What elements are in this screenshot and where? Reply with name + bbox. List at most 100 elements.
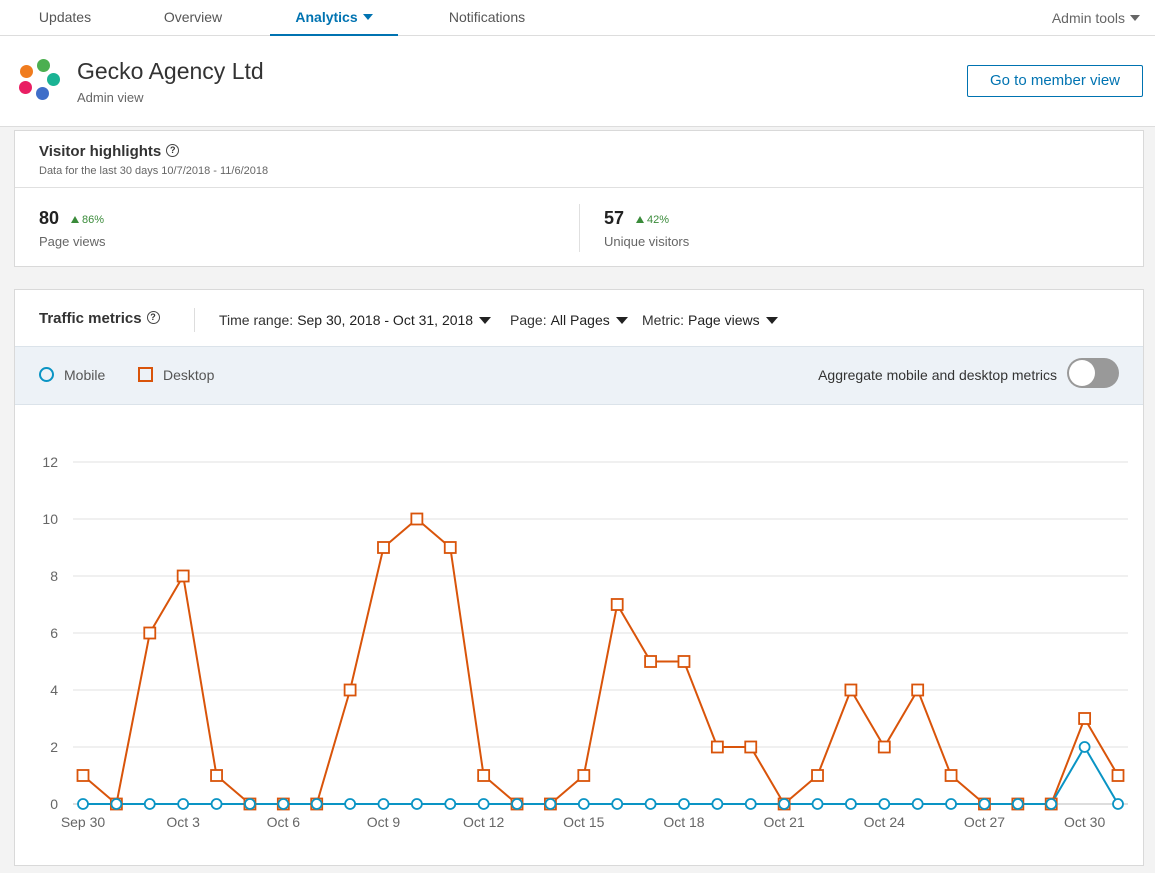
data-point-mobile	[177, 798, 190, 810]
tab-notifications[interactable]: Notifications	[448, 9, 526, 25]
square-marker-icon	[138, 366, 153, 382]
chevron-down-icon	[1130, 15, 1140, 22]
x-tick-label: Oct 18	[663, 814, 704, 830]
unique-visitors-delta-text: 42%	[647, 214, 670, 226]
x-tick-label: Oct 15	[563, 814, 604, 830]
data-point-mobile	[244, 798, 256, 810]
page-views-delta: 86%	[71, 214, 104, 226]
x-tick-label: Oct 12	[463, 814, 504, 830]
data-point-desktop	[811, 769, 824, 782]
data-point-desktop	[644, 655, 657, 668]
y-tick-label: 0	[50, 796, 58, 812]
arrow-up-icon	[71, 216, 79, 223]
data-point-mobile	[410, 798, 423, 810]
data-point-desktop	[944, 769, 958, 782]
x-tick-label: Oct 9	[367, 814, 401, 830]
page-dropdown[interactable]: Page: All Pages	[510, 312, 628, 328]
unique-visitors-value: 57	[604, 208, 625, 228]
chevron-down-icon	[615, 316, 628, 324]
visitor-highlights-title: Visitor highlights?	[39, 143, 180, 160]
data-point-mobile	[577, 798, 590, 810]
data-point-mobile	[77, 798, 89, 810]
data-point-mobile	[744, 798, 757, 810]
data-point-desktop	[343, 683, 357, 697]
company-name: Gecko Agency Ltd	[77, 58, 264, 84]
help-icon[interactable]: ?	[146, 310, 160, 324]
data-point-mobile	[945, 798, 957, 810]
x-tick-label: Oct 21	[764, 814, 805, 830]
tab-analytics-label: Analytics	[295, 9, 358, 25]
data-point-desktop	[143, 626, 157, 640]
data-point-desktop	[1111, 769, 1125, 782]
aggregate-metrics-toggle[interactable]	[1067, 358, 1119, 388]
data-point-mobile	[911, 798, 924, 810]
x-tick-label: Oct 3	[166, 814, 200, 830]
circle-marker-icon	[39, 366, 54, 382]
unique-visitors-label: Unique visitors	[604, 234, 690, 249]
data-point-desktop	[744, 740, 758, 754]
logo-dot-teal	[47, 73, 60, 86]
legend-desktop-label: Desktop	[163, 367, 215, 383]
visitor-highlights-title-text: Visitor highlights	[39, 143, 162, 160]
traffic-line-chart: 0 2 4 6 8 10 12 Sep 30 Oct 3 Oct 6 Oct 9 Oct 12 Oct …	[42, 454, 1128, 830]
admin-tools-label: Admin tools	[1051, 10, 1125, 26]
legend-mobile[interactable]: Mobile	[39, 366, 105, 384]
data-point-mobile	[210, 798, 223, 810]
data-point-desktop	[410, 512, 424, 526]
legend-desktop[interactable]: Desktop	[138, 366, 215, 384]
time-range-dropdown[interactable]: Time range: Sep 30, 2018 - Oct 31, 2018	[219, 312, 492, 328]
metric-value: Page views	[688, 312, 760, 328]
x-tick-label: Oct 6	[267, 814, 301, 830]
chevron-down-icon	[362, 14, 373, 21]
data-point-desktop	[877, 740, 891, 754]
data-point-mobile	[978, 798, 991, 810]
series-line-desktop	[82, 518, 1119, 805]
data-point-desktop	[710, 740, 724, 754]
x-tick-label: Oct 27	[964, 814, 1005, 830]
data-point-mobile	[711, 798, 724, 810]
company-header: Gecko Agency Ltd Admin view Go to member…	[0, 36, 1155, 127]
data-point-mobile	[1045, 798, 1058, 810]
page-value: All Pages	[550, 312, 610, 328]
data-point-mobile	[778, 798, 791, 810]
logo-dot-blue	[36, 87, 49, 100]
page-views-delta-text: 86%	[82, 214, 105, 226]
filter-separator	[194, 308, 195, 332]
top-navigation: Updates Overview Analytics Notifications…	[0, 0, 1155, 36]
data-point-desktop	[677, 655, 691, 668]
tab-updates[interactable]: Updates	[38, 9, 92, 25]
data-point-desktop	[443, 541, 457, 554]
data-point-mobile	[878, 798, 891, 810]
y-tick-label: 6	[50, 625, 58, 641]
data-point-mobile	[310, 798, 323, 810]
data-point-desktop	[610, 598, 624, 611]
metric-label: Metric:	[642, 312, 684, 328]
tab-overview[interactable]: Overview	[163, 9, 223, 25]
x-tick-label: Oct 24	[864, 814, 905, 830]
logo-dot-green	[37, 59, 50, 72]
data-point-mobile	[678, 798, 690, 810]
visitor-highlights-card: Visitor highlights? Data for the last 30…	[14, 130, 1144, 267]
chevron-down-icon	[479, 316, 492, 324]
traffic-metrics-title-text: Traffic metrics	[39, 310, 142, 327]
divider	[15, 187, 1143, 188]
data-point-mobile	[444, 798, 457, 810]
data-point-desktop	[377, 541, 390, 554]
go-to-member-view-button[interactable]: Go to member view	[967, 65, 1143, 97]
tab-analytics[interactable]: Analytics	[270, 0, 398, 36]
logo-dot-orange	[20, 65, 33, 78]
data-point-mobile	[277, 798, 290, 810]
metric-dropdown[interactable]: Metric: Page views	[642, 312, 778, 328]
admin-tools-menu[interactable]: Admin tools	[1052, 0, 1140, 36]
data-point-mobile	[511, 798, 523, 810]
time-range-value: Sep 30, 2018 - Oct 31, 2018	[297, 312, 474, 328]
data-point-desktop	[477, 769, 491, 782]
data-point-mobile	[377, 798, 390, 810]
data-point-desktop	[577, 769, 591, 782]
page-label: Page:	[510, 312, 547, 328]
data-point-mobile	[845, 798, 857, 810]
help-icon[interactable]: ?	[166, 143, 180, 157]
data-point-mobile	[1078, 741, 1091, 753]
toggle-knob	[1069, 360, 1095, 386]
logo-dot-pink	[19, 81, 32, 94]
